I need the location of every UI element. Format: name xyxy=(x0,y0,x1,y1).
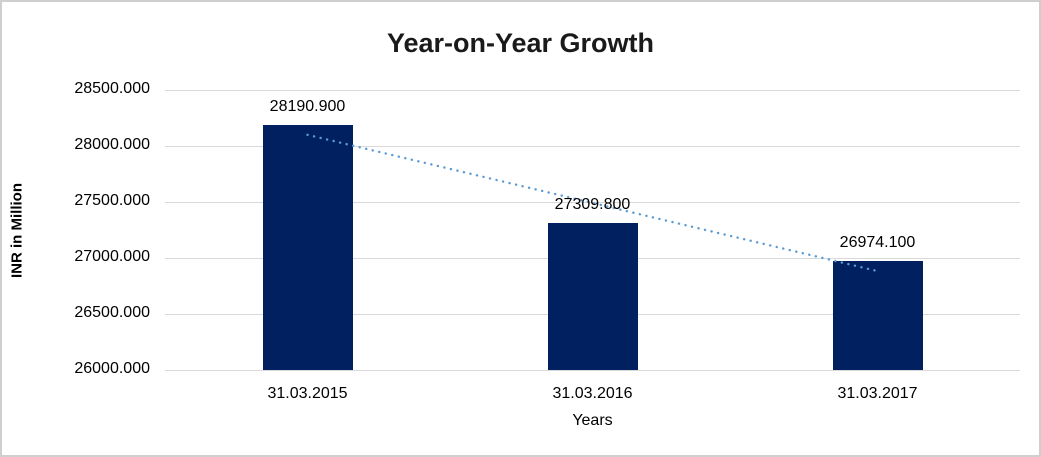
bar-value-label: 27309.800 xyxy=(554,196,631,214)
x-category-label: 31.03.2016 xyxy=(552,385,633,402)
bar-31.03.2016 xyxy=(547,223,638,370)
y-tick-label: 27000.000 xyxy=(74,248,150,265)
x-category-label: 31.03.2015 xyxy=(267,385,348,402)
y-tick-label: 28000.000 xyxy=(74,136,150,153)
chart-title: Year-on-Year Growth xyxy=(386,28,655,58)
y-tick-label: 27500.000 xyxy=(74,192,150,209)
x-category-label: 31.03.2017 xyxy=(837,385,918,402)
gridline xyxy=(165,369,1020,371)
bar-value-label: 26974.100 xyxy=(839,233,916,251)
bar-31.03.2015 xyxy=(262,124,353,370)
gridline xyxy=(165,89,1020,91)
bar-31.03.2017 xyxy=(832,260,923,370)
y-axis-title: INR in Million xyxy=(8,183,26,278)
y-tick-label: 26000.000 xyxy=(74,360,150,377)
y-tick-label: 28500.000 xyxy=(74,80,150,97)
y-tick-label: 26500.000 xyxy=(74,304,150,321)
bar-value-label: 28190.900 xyxy=(269,97,346,115)
x-axis-title: Years xyxy=(572,412,613,429)
